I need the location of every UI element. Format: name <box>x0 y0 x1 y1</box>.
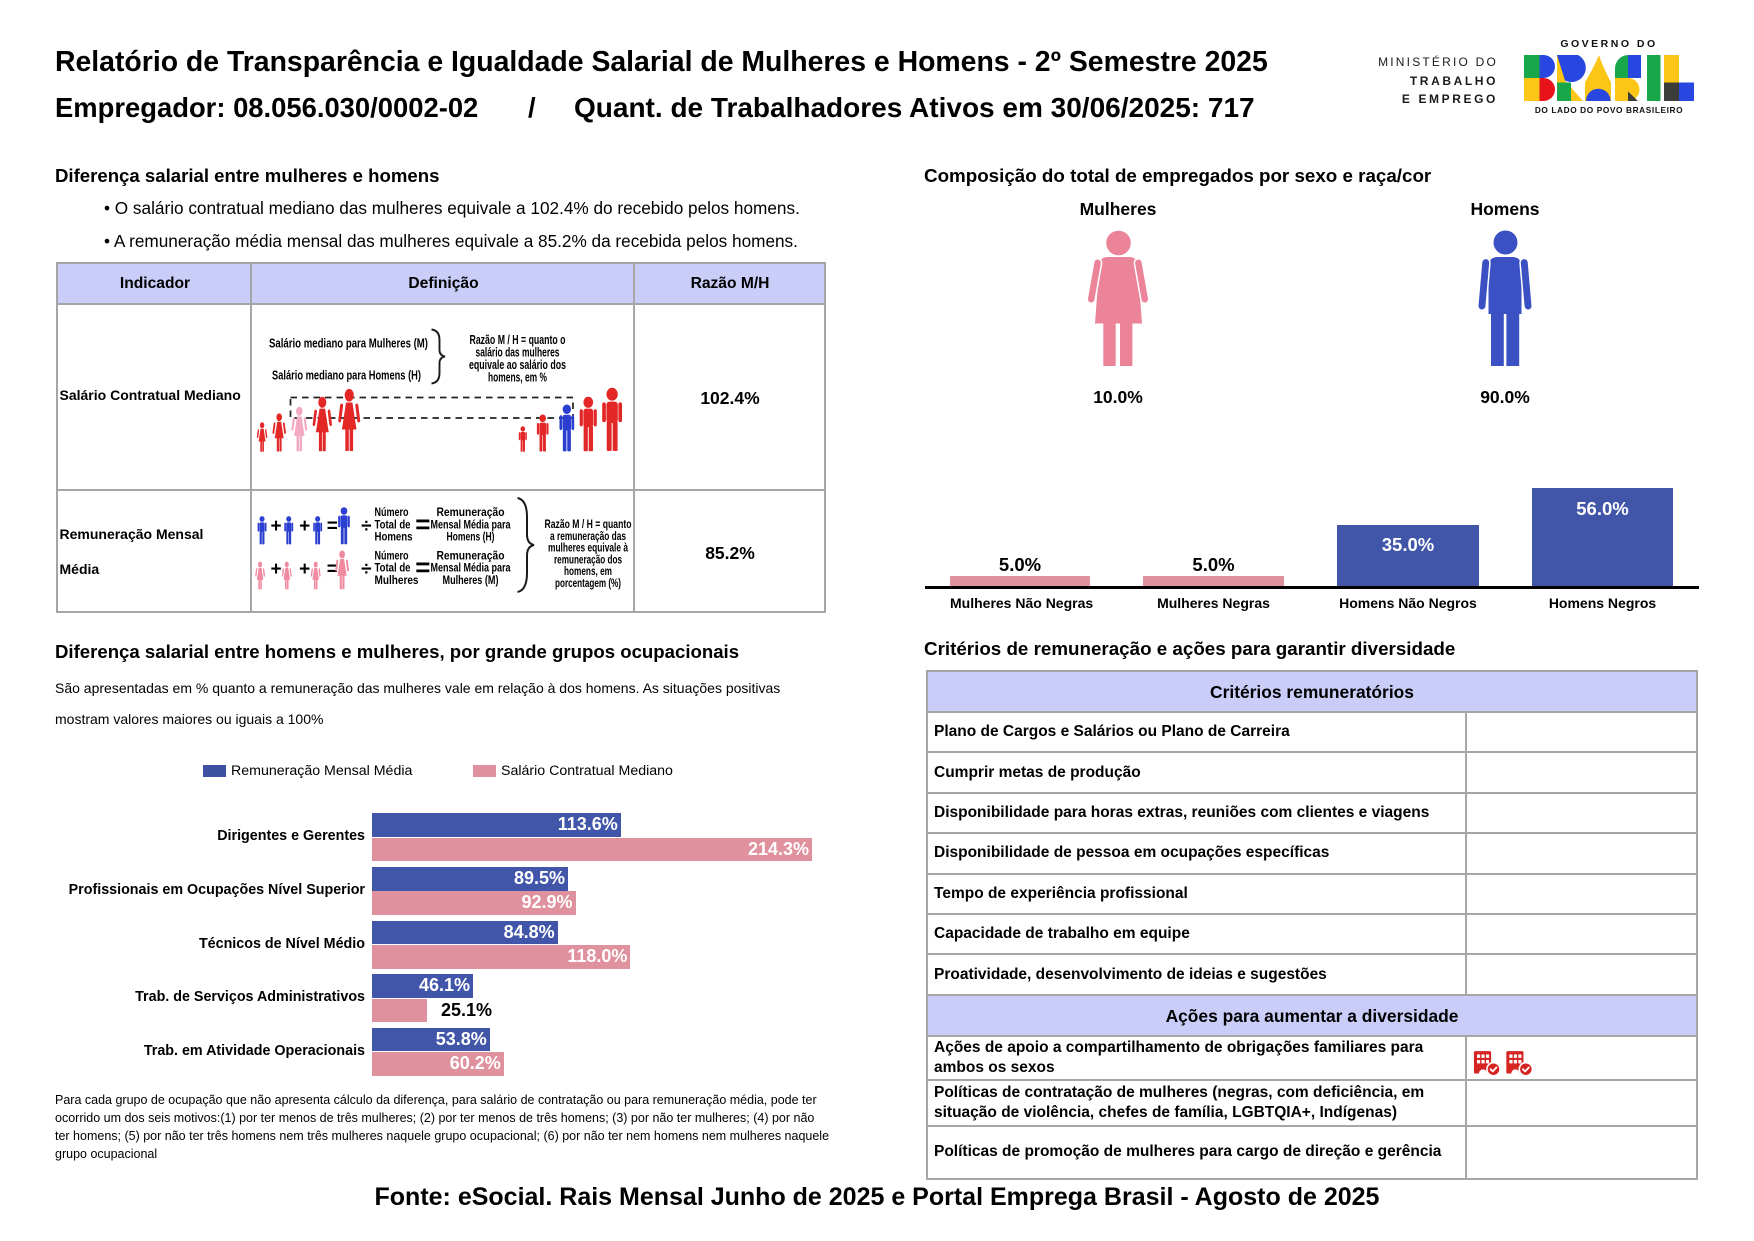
svg-text:=: = <box>415 552 430 582</box>
svg-text:Razão M / H = quanto: Razão M / H = quanto <box>545 517 632 531</box>
svg-text:Número: Número <box>375 549 409 563</box>
svg-text:Mulheres (M): Mulheres (M) <box>443 573 499 587</box>
svg-text:+: + <box>299 559 310 580</box>
svg-text:Mulheres: Mulheres <box>375 573 419 587</box>
svg-text:Salário mediano para Homens (H: Salário mediano para Homens (H) <box>272 369 421 383</box>
svg-text:homens, em: homens, em <box>564 564 612 578</box>
svg-text:Remuneração: Remuneração <box>437 549 505 563</box>
svg-text:+: + <box>270 516 281 537</box>
svg-text:Salário mediano para Mulheres: Salário mediano para Mulheres (M) <box>269 337 428 351</box>
svg-text:homens, em %: homens, em % <box>488 371 547 385</box>
svg-text:Total de: Total de <box>375 517 411 531</box>
svg-text:a remuneração das: a remuneração das <box>550 529 626 543</box>
svg-text:Homens: Homens <box>375 530 413 544</box>
svg-text:salário das mulheres: salário das mulheres <box>476 346 560 360</box>
svg-text:+: + <box>299 516 310 537</box>
svg-text:mulheres equivale à: mulheres equivale à <box>548 541 628 555</box>
svg-text:Mensal Média para: Mensal Média para <box>431 517 511 531</box>
svg-text:÷: ÷ <box>361 559 371 580</box>
svg-text:Número: Número <box>375 505 409 519</box>
svg-text:Razão M / H = quanto o: Razão M / H = quanto o <box>470 333 566 347</box>
svg-text:Homens (H): Homens (H) <box>447 530 495 544</box>
svg-text:Mensal Média para: Mensal Média para <box>431 561 511 575</box>
svg-text:equivale ao salário dos: equivale ao salário dos <box>469 358 566 372</box>
svg-text:remuneração dos: remuneração dos <box>554 552 622 566</box>
svg-text:Remuneração: Remuneração <box>437 505 505 519</box>
svg-text:=: = <box>415 509 430 539</box>
svg-text:÷: ÷ <box>361 516 371 537</box>
svg-text:Total de: Total de <box>375 561 411 575</box>
svg-text:=: = <box>327 516 338 537</box>
svg-text:=: = <box>327 559 338 580</box>
svg-text:porcentagem (%): porcentagem (%) <box>555 576 621 590</box>
svg-text:+: + <box>270 559 281 580</box>
